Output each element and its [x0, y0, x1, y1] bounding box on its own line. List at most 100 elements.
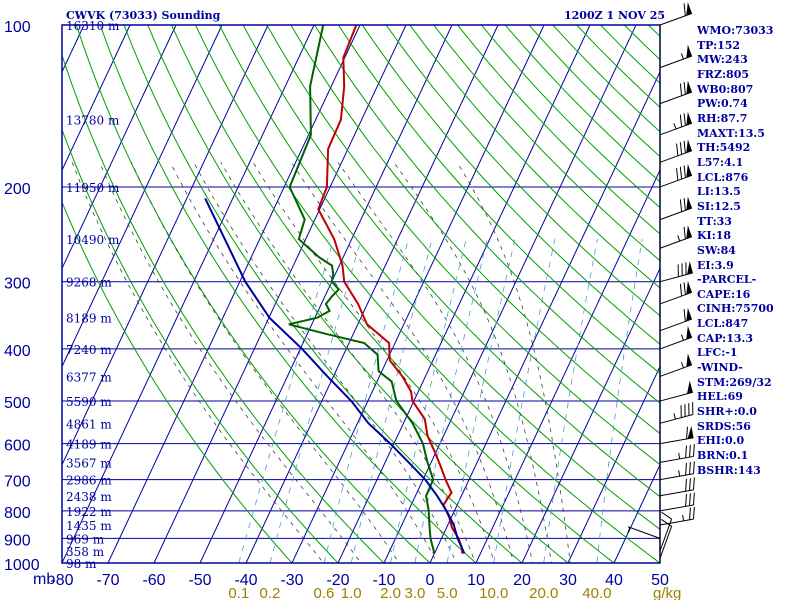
wind-barb-feather: [679, 83, 683, 96]
isotherm-line: [62, 25, 269, 466]
index-item: BSHR:143: [697, 463, 761, 477]
temperature-tick-label: -70: [96, 572, 119, 589]
wind-barb-feather: [689, 507, 691, 520]
wind-barb-flag: [686, 225, 692, 239]
temperature-tick-label: -10: [372, 572, 395, 589]
index-item: TT:33: [697, 214, 732, 228]
dry-adiabat-line: [361, 25, 660, 345]
height-label: 9268 m: [66, 276, 112, 290]
wind-barb-half-feather: [673, 413, 676, 420]
wind-barb-shaft: [659, 12, 693, 26]
pressure-tick-label: 900: [4, 532, 31, 549]
index-item: WB0:807: [697, 82, 754, 96]
index-item: RH:87.7: [697, 111, 748, 125]
index-item: LFC:-1: [697, 346, 738, 360]
isotherm-line: [62, 25, 177, 270]
plot-frame: [61, 24, 661, 564]
wind-barb-feather: [692, 461, 695, 474]
wind-barb: [659, 444, 695, 463]
dry-adiabat-line: [314, 25, 660, 404]
index-item: L57:4.1: [697, 155, 744, 169]
wind-barb-half-feather: [627, 527, 631, 534]
wind-barb: [659, 2, 693, 26]
wind-barb-half-feather: [677, 235, 681, 242]
wind-barb-half-feather: [682, 514, 685, 521]
wind-barb-feather: [676, 143, 679, 156]
wind-barb-feather: [683, 165, 686, 178]
index-item: KI:18: [697, 229, 732, 243]
wind-barb-shaft: [659, 473, 694, 481]
dry-adiabat-line: [99, 25, 477, 563]
pressure-tick-label: 400: [4, 343, 31, 360]
wind-barb: [659, 261, 693, 283]
wind-barb-flag: [686, 44, 692, 59]
height-label: 969 m: [66, 532, 105, 546]
dry-adiabat-line: [433, 25, 660, 262]
mixing-ratio-line: [596, 239, 643, 563]
wind-barb-feather: [692, 492, 695, 505]
indices-panel: WMO:73033 TP:152 MW:243 FRZ:805 WB0:807 PW:0.…: [697, 24, 800, 478]
isotherm-line: [199, 25, 453, 563]
height-label: 2986 m: [66, 474, 112, 488]
dry-adiabat-line: [218, 25, 660, 530]
wind-barb-feather: [692, 477, 695, 490]
sounding-lines: [204, 25, 466, 554]
pressure-tick-label: 800: [4, 505, 31, 522]
pressure-tick-label: 100: [4, 19, 31, 36]
mixing-ratio-label: 40.0: [582, 585, 611, 600]
isotherm-line: [429, 70, 660, 563]
isotherm-line: [567, 365, 660, 563]
index-item: MW:243: [697, 53, 748, 67]
pressure-tick-label: 1000: [4, 557, 40, 574]
wind-barb-feather: [683, 309, 686, 322]
pressure-tick-label: 700: [4, 474, 31, 491]
wind-barb-feather: [689, 444, 691, 458]
index-item: MAXT:13.5: [697, 126, 765, 140]
wind-barb: [659, 281, 693, 305]
index-item: SHR+:0.0: [697, 405, 757, 419]
wind-barb-flag: [686, 139, 692, 153]
height-label: 4189 m: [66, 438, 112, 452]
mixing-ratio-line: [390, 239, 467, 563]
dry-adiabat-line: [62, 128, 339, 563]
height-label: 1922 m: [66, 505, 112, 519]
temperature-tick-label: 20: [513, 572, 531, 589]
wind-barb-shaft: [659, 489, 694, 497]
index-item: CAPE:16: [697, 287, 751, 301]
wind-barb-feather: [661, 518, 672, 527]
wind-barb-shaft: [659, 518, 694, 526]
wind-barb-flag: [687, 380, 693, 394]
wind-barb-feather: [661, 511, 672, 520]
index-item: TH:5492: [697, 141, 751, 155]
mixing-ratio-label: 0.6: [314, 585, 335, 600]
mixing-ratio-label: 0.1: [228, 585, 249, 600]
dry-adiabat-line: [409, 25, 660, 289]
wind-barb-feather: [683, 282, 686, 295]
index-item: SRDS:56: [697, 419, 751, 433]
parcel-profile-line: [204, 197, 466, 554]
wind-barb-flag: [687, 261, 693, 275]
wind-barb: [659, 225, 693, 249]
temperature-tick-label: 50: [651, 572, 669, 589]
wind-barb-flag: [686, 164, 692, 178]
wind-barb-shaft: [659, 236, 693, 249]
pressure-axis-unit: mb: [33, 571, 55, 588]
wind-barb: [659, 511, 673, 552]
wind-barb: [659, 425, 694, 445]
temperature-tick-label: -40: [234, 572, 257, 589]
mixing-ratio-line: [238, 238, 335, 563]
wind-barb-shaft: [659, 391, 693, 402]
dry-adiabat-line: [147, 25, 569, 563]
wind-barb-half-feather: [678, 470, 681, 477]
wind-barb: [659, 461, 695, 481]
wind-barb-flag: [686, 307, 692, 322]
pressure-tick-label: 500: [4, 395, 31, 412]
wind-barb-feather: [679, 114, 683, 128]
wind-barb-feather: [689, 462, 691, 475]
wind-barb: [659, 164, 693, 188]
index-item: SI:12.5: [697, 199, 741, 213]
wind-barb-feather: [679, 199, 683, 212]
index-item: FRZ:805: [697, 67, 750, 81]
moist-adiabat-line: [393, 162, 552, 563]
dry-adiabat-line: [385, 25, 660, 317]
